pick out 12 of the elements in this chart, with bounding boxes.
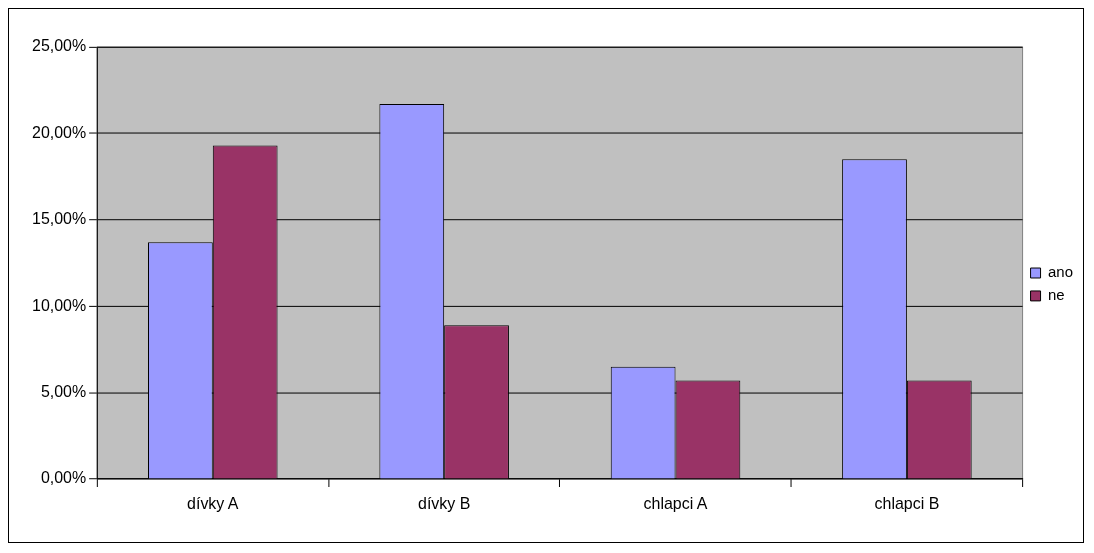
y-tick-label: 10,00%	[32, 296, 87, 314]
y-tick-label: 25,00%	[32, 37, 87, 55]
x-tick-label: dívky A	[187, 494, 239, 512]
y-tick-label: 0,00%	[40, 469, 87, 487]
x-tick-label: dívky B	[418, 494, 471, 512]
x-tick-label: chlapci A	[643, 494, 708, 512]
y-tick-label: 20,00%	[32, 123, 87, 141]
y-tick-label: 15,00%	[32, 210, 87, 228]
x-tick-label: chlapci B	[874, 494, 940, 512]
legend-label: ano	[1048, 263, 1073, 281]
legend-label: ne	[1048, 286, 1065, 304]
y-tick-label: 5,00%	[40, 383, 87, 400]
